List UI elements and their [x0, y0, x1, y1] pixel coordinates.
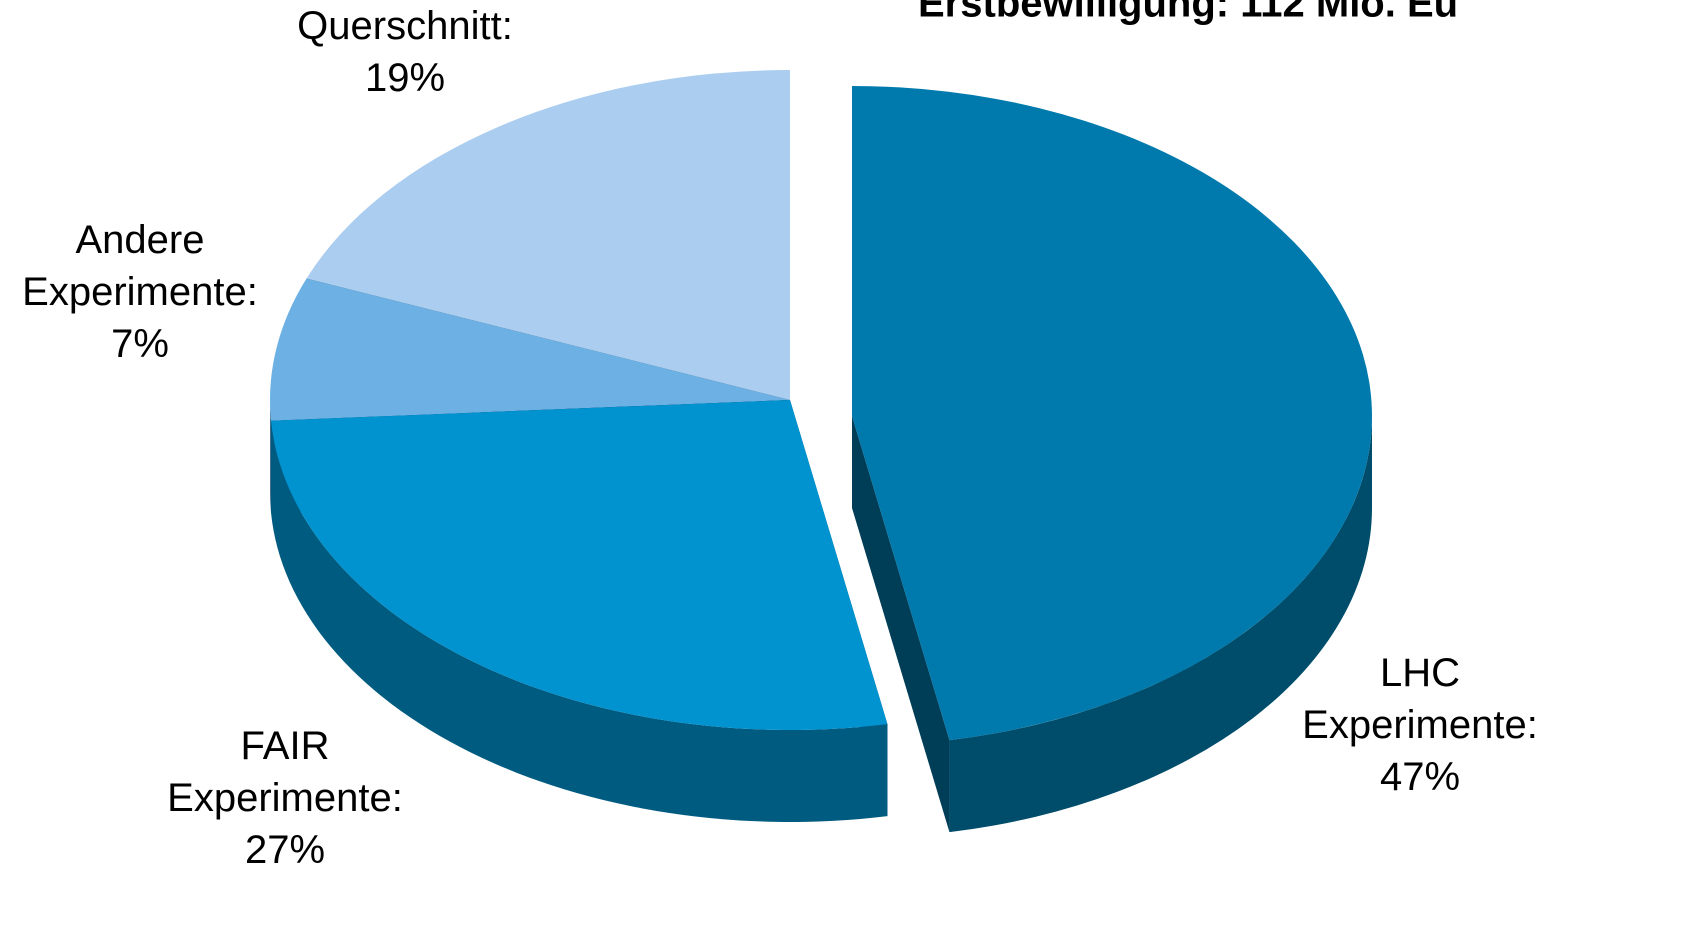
slice — [852, 86, 1372, 833]
slice-label: Andere Experimente: 7% — [22, 218, 258, 366]
category-label: Querschnitt: — [297, 4, 513, 48]
slice-label: LHC Experimente: 47% — [1302, 651, 1538, 799]
slice-label: FAIR Experimente: 27% — [167, 724, 403, 872]
chart-title: Erstbewilligung: 112 Mio. Eu — [918, 0, 1458, 26]
slice — [852, 86, 1372, 741]
slice — [306, 70, 790, 400]
slice — [271, 400, 888, 730]
category-label-line: LHC — [1380, 651, 1460, 695]
category-label-line: Experimente: — [22, 270, 258, 314]
category-label: Andere Experimente: — [22, 218, 258, 314]
slice-label: Querschnitt: 19% — [297, 4, 513, 100]
value-label: 19% — [365, 56, 445, 100]
category-label: FAIR Experimente: — [167, 724, 403, 820]
slice — [271, 400, 888, 822]
slice-outer-wall — [949, 416, 1372, 833]
category-label: LHC Experimente: — [1302, 651, 1538, 747]
category-label-line: Experimente: — [1302, 703, 1538, 747]
value-label: 27% — [245, 828, 325, 872]
category-label-line: Querschnitt: — [297, 4, 513, 48]
slice — [270, 278, 790, 421]
value-label: 7% — [111, 322, 169, 366]
category-label-line: FAIR — [241, 724, 330, 768]
slice-radial-wall — [852, 416, 950, 833]
slice-outer-wall — [270, 400, 272, 513]
category-label-line: Experimente: — [167, 776, 403, 820]
value-label: 47% — [1380, 755, 1460, 799]
slice-outer-wall — [271, 420, 888, 822]
category-label-line: Andere — [76, 218, 205, 262]
